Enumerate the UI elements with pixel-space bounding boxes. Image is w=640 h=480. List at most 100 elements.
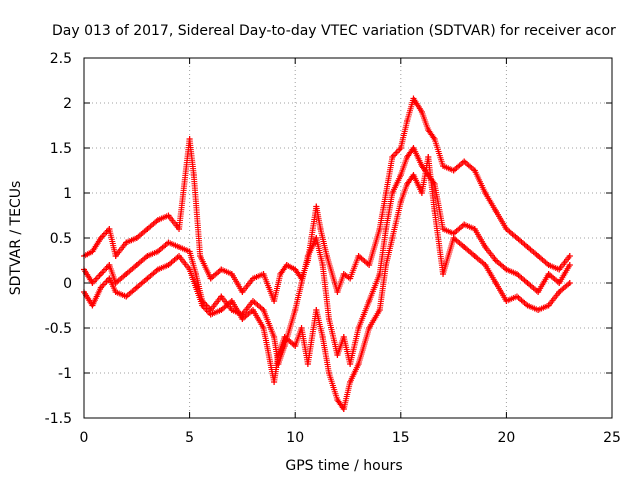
data-point (165, 262, 172, 268)
data-point (228, 298, 235, 304)
data-point (97, 284, 104, 291)
data-point (304, 361, 311, 367)
data-point (207, 275, 214, 282)
data-point (556, 289, 563, 295)
data-point (218, 266, 225, 273)
data-point (154, 217, 161, 223)
chart-title: Day 013 of 2017, Sidereal Day-to-day VTE… (52, 23, 616, 39)
data-point (535, 307, 542, 313)
data-point (556, 266, 563, 273)
data-point (431, 208, 438, 214)
data-point (133, 284, 140, 291)
data-point (271, 379, 278, 385)
data-point (277, 271, 284, 277)
data-point (249, 307, 256, 313)
data-point (123, 271, 130, 277)
data-point (410, 145, 417, 151)
data-markers (81, 95, 573, 412)
data-point (106, 262, 113, 268)
data-point (397, 145, 404, 151)
data-point (199, 302, 206, 309)
data-point (383, 226, 390, 232)
data-point (239, 316, 246, 322)
data-point (218, 307, 225, 313)
y-tick-label: 0 (63, 276, 72, 292)
data-point (461, 158, 468, 165)
data-point (260, 307, 267, 313)
data-point (283, 262, 290, 268)
data-point (133, 262, 140, 268)
data-point (106, 275, 113, 282)
data-point (355, 361, 362, 367)
data-point (366, 325, 373, 331)
data-point (275, 352, 282, 358)
data-point (535, 253, 542, 259)
data-point (482, 262, 489, 268)
data-point (249, 298, 256, 304)
data-point (376, 271, 383, 277)
data-point (450, 235, 457, 241)
data-point (566, 262, 573, 268)
data-point (366, 298, 373, 304)
data-point (440, 163, 447, 169)
data-point (218, 293, 225, 300)
data-point (228, 307, 235, 313)
data-point (410, 95, 417, 102)
y-tick-label: -0.5 (45, 321, 72, 337)
y-tick-label: 0.5 (50, 231, 72, 247)
data-point (355, 325, 362, 331)
x-tick-label: 5 (185, 430, 194, 446)
data-point (503, 226, 510, 232)
data-point (298, 280, 305, 286)
data-point (492, 280, 499, 286)
data-point (355, 253, 362, 259)
data-point (313, 307, 320, 313)
data-point (292, 343, 299, 349)
data-point (260, 325, 267, 331)
x-tick-label: 10 (286, 430, 304, 446)
y-tick-label: 1 (63, 186, 72, 202)
x-tick-label: 15 (392, 430, 410, 446)
data-point (197, 253, 204, 259)
data-point (334, 397, 341, 403)
data-point (144, 226, 151, 232)
y-tick-label: 1.5 (50, 141, 72, 157)
data-point (176, 244, 183, 250)
data-point (513, 293, 520, 300)
data-point (325, 370, 332, 376)
data-point (340, 271, 347, 277)
data-point (471, 167, 478, 174)
data-point (340, 334, 347, 340)
data-point (397, 199, 404, 205)
grid-lines (84, 58, 612, 418)
data-point (566, 280, 573, 286)
data-point (513, 271, 520, 277)
x-tick-label: 20 (497, 430, 515, 446)
data-point (97, 235, 104, 241)
data-point (556, 280, 563, 286)
x-axis-label: GPS time / hours (285, 458, 402, 474)
data-point (524, 302, 531, 309)
data-point (292, 266, 299, 273)
data-point (410, 172, 417, 178)
data-point (404, 181, 411, 187)
data-point (418, 190, 425, 196)
y-tick-label: -1 (58, 366, 72, 382)
data-point (281, 334, 288, 340)
data-point (298, 325, 305, 331)
series-middle-trace (81, 145, 573, 367)
data-point (319, 334, 326, 340)
data-point (418, 109, 425, 115)
data-point (389, 154, 396, 160)
data-point (431, 136, 438, 142)
data-point (186, 136, 193, 142)
data-point (524, 244, 531, 250)
data-point (304, 253, 311, 259)
data-point (192, 284, 199, 291)
data-point (450, 167, 457, 174)
data-point (503, 266, 510, 273)
data-point (154, 248, 161, 255)
data-point (524, 280, 531, 286)
data-point (389, 235, 396, 241)
